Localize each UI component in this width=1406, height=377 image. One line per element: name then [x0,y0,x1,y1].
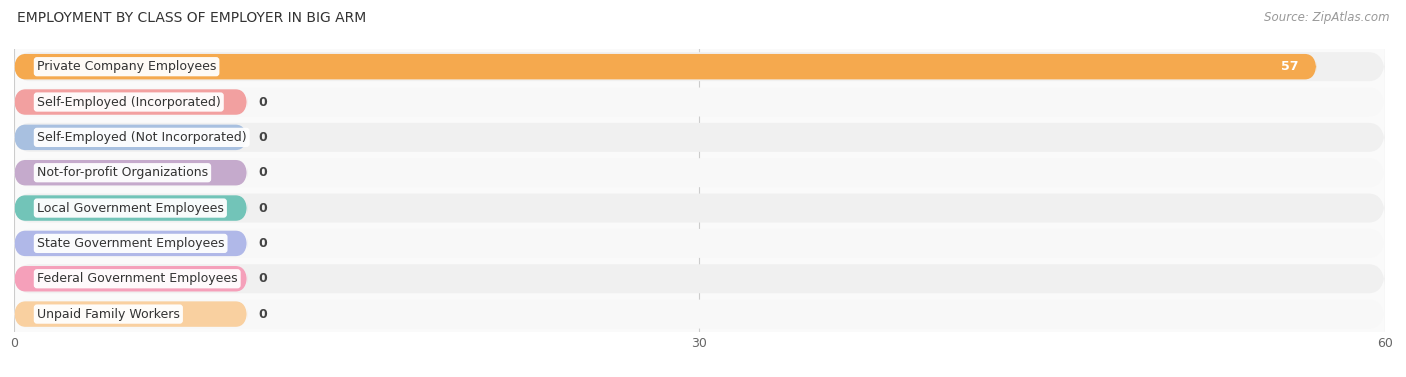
Text: 0: 0 [259,237,267,250]
FancyBboxPatch shape [14,123,1385,152]
FancyBboxPatch shape [14,52,1385,81]
Text: 0: 0 [259,308,267,320]
Text: Unpaid Family Workers: Unpaid Family Workers [37,308,180,320]
FancyBboxPatch shape [14,87,1385,116]
Text: Private Company Employees: Private Company Employees [37,60,217,73]
FancyBboxPatch shape [14,266,247,291]
Text: Self-Employed (Not Incorporated): Self-Employed (Not Incorporated) [37,131,246,144]
Text: Federal Government Employees: Federal Government Employees [37,272,238,285]
FancyBboxPatch shape [14,264,1385,293]
FancyBboxPatch shape [14,193,1385,222]
Text: Source: ZipAtlas.com: Source: ZipAtlas.com [1264,11,1389,24]
FancyBboxPatch shape [14,160,247,185]
FancyBboxPatch shape [14,231,247,256]
FancyBboxPatch shape [14,300,1385,329]
FancyBboxPatch shape [14,301,247,327]
FancyBboxPatch shape [14,125,247,150]
Text: 0: 0 [259,131,267,144]
Text: 0: 0 [259,272,267,285]
FancyBboxPatch shape [14,89,247,115]
Text: Local Government Employees: Local Government Employees [37,202,224,215]
Text: 57: 57 [1281,60,1298,73]
FancyBboxPatch shape [14,158,1385,187]
Text: Not-for-profit Organizations: Not-for-profit Organizations [37,166,208,179]
Text: 0: 0 [259,95,267,109]
Text: EMPLOYMENT BY CLASS OF EMPLOYER IN BIG ARM: EMPLOYMENT BY CLASS OF EMPLOYER IN BIG A… [17,11,366,25]
FancyBboxPatch shape [14,229,1385,258]
Text: 0: 0 [259,202,267,215]
FancyBboxPatch shape [14,195,247,221]
Text: 0: 0 [259,166,267,179]
Text: Self-Employed (Incorporated): Self-Employed (Incorporated) [37,95,221,109]
FancyBboxPatch shape [14,54,1316,80]
Text: State Government Employees: State Government Employees [37,237,225,250]
